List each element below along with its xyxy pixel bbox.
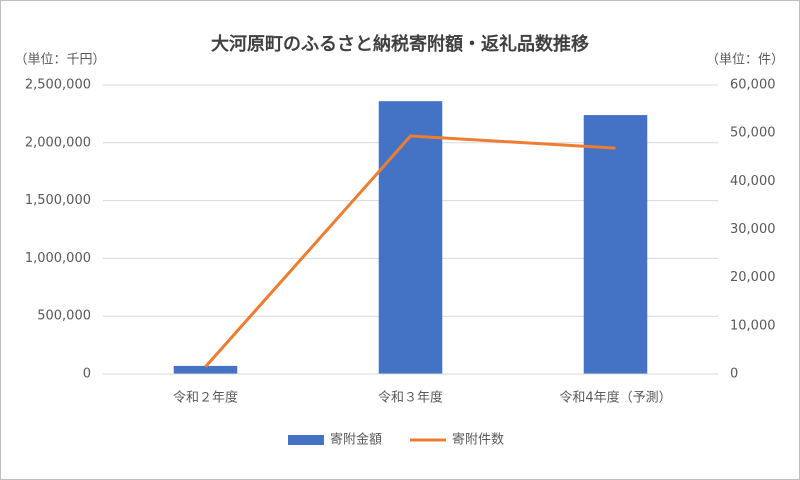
x-tick-label: 令和２年度 — [173, 390, 238, 406]
y-tick-label: 2,000,000 — [25, 135, 91, 150]
y2-tick-label: 40,000 — [730, 174, 776, 189]
y2-tick-label: 10,000 — [730, 318, 776, 333]
y2-tick-label: 30,000 — [730, 222, 776, 237]
bar — [378, 101, 443, 375]
legend-swatch — [288, 435, 324, 445]
y-tick-label: 0 — [83, 367, 91, 382]
y2-unit-label: （単位：件） — [706, 52, 784, 68]
bar — [173, 365, 238, 374]
x-tick-label: 令和３年度 — [378, 390, 443, 406]
bar — [583, 115, 648, 374]
y-tick-label: 1,500,000 — [25, 193, 91, 208]
chart-title: 大河原町のふるさと納税寄附額・返礼品数推移 — [211, 33, 589, 55]
line — [204, 134, 616, 368]
y2-tick-label: 50,000 — [730, 126, 776, 141]
y2-tick-label: 20,000 — [730, 270, 776, 285]
legend-label: 寄附金額 — [330, 432, 382, 448]
y2-tick-label: 60,000 — [730, 78, 776, 93]
legend-label: 寄附件数 — [452, 432, 504, 448]
y2-tick-label: 0 — [730, 367, 738, 382]
y-tick-label: 500,000 — [37, 309, 91, 324]
y-tick-label: 1,000,000 — [25, 251, 91, 266]
y-unit-label: （単位：千円） — [14, 52, 105, 68]
y-tick-label: 2,500,000 — [25, 78, 91, 93]
x-tick-label: 令和4年度（予測） — [559, 390, 671, 406]
